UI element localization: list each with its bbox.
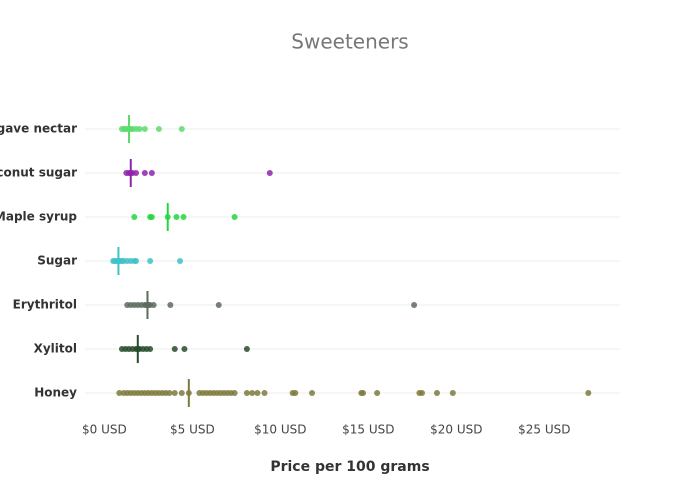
point (116, 390, 123, 396)
y-tick-label: Honey (34, 386, 77, 400)
point (449, 390, 456, 396)
point (374, 390, 381, 396)
point (292, 390, 299, 396)
y-tick-label: Coconut sugar (0, 166, 77, 180)
point (266, 170, 273, 176)
point (150, 302, 157, 308)
point (155, 126, 162, 132)
point (178, 390, 185, 396)
point (231, 214, 238, 220)
point (180, 214, 187, 220)
point (585, 390, 592, 396)
point (131, 214, 138, 220)
x-tick-label: $20 USD (430, 423, 482, 437)
y-tick-label: Agave nectar (0, 122, 77, 136)
point (243, 390, 250, 396)
x-tick-label: $5 USD (170, 423, 215, 437)
point (141, 126, 148, 132)
point (309, 390, 316, 396)
point (215, 302, 222, 308)
point (261, 390, 268, 396)
point (136, 126, 143, 132)
x-axis-title: Price per 100 grams (270, 459, 429, 475)
point (171, 390, 178, 396)
y-tick-label: Maple syrup (0, 210, 77, 224)
point (360, 390, 367, 396)
point (141, 170, 148, 176)
y-tick-label: Erythritol (13, 298, 77, 312)
point (419, 390, 426, 396)
point (147, 258, 154, 264)
point (181, 346, 188, 352)
point (133, 170, 140, 176)
point (411, 302, 418, 308)
point (148, 214, 155, 220)
point (177, 258, 184, 264)
point (249, 390, 256, 396)
point (178, 126, 185, 132)
point (171, 346, 178, 352)
point (231, 390, 238, 396)
point (166, 390, 173, 396)
point (173, 214, 180, 220)
x-tick-label: $25 USD (518, 423, 570, 437)
x-tick-label: $15 USD (342, 423, 394, 437)
point (147, 346, 154, 352)
point (433, 390, 440, 396)
x-tick-label: $10 USD (254, 423, 306, 437)
y-tick-label: Sugar (37, 254, 77, 268)
point (148, 170, 155, 176)
point (243, 346, 250, 352)
x-tick-label: $0 USD (82, 423, 127, 437)
point (133, 258, 140, 264)
point (254, 390, 261, 396)
y-tick-label: Xylitol (34, 342, 77, 356)
point (167, 302, 174, 308)
chart-title: Sweeteners (291, 30, 408, 54)
